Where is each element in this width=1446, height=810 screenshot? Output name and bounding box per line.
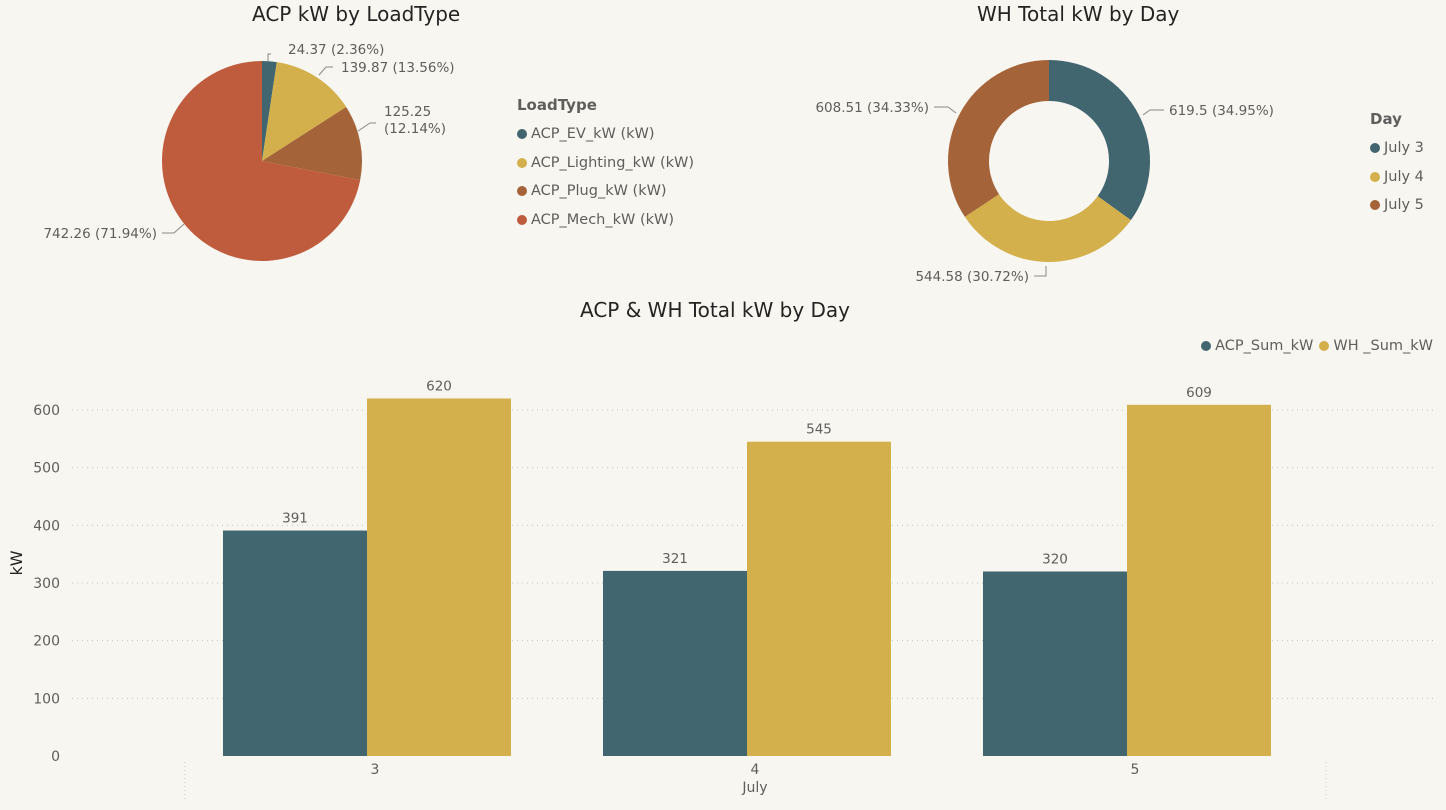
donut-leader-line <box>934 106 957 114</box>
y-tick-label: 200 <box>33 634 60 650</box>
pie-leader-line <box>162 223 185 234</box>
pie-slice-acp-lighting-kw-kw[interactable] <box>262 62 347 162</box>
donut-slice-july-3[interactable] <box>1049 60 1150 221</box>
bar-legend-swatch <box>1201 341 1212 351</box>
bar-legend-label: ACP_Sum_kW <box>1215 338 1314 354</box>
pie-legend-swatch <box>517 157 527 168</box>
donut-legend-swatch <box>1370 171 1380 182</box>
bar-acp-sum-kw-5[interactable] <box>983 571 1127 756</box>
bar-legend-label: WH _Sum_kW <box>1333 338 1433 354</box>
bar-data-label: 620 <box>426 378 452 394</box>
pie-slice-acp-mech-kw-kw[interactable] <box>162 61 361 261</box>
bar-acp-sum-kw-4[interactable] <box>603 570 747 756</box>
y-tick-label: 400 <box>33 518 60 534</box>
pie-legend: LoadType ACP_EV_kW (kW) ACP_Lighting_kW (… <box>517 96 694 234</box>
pie-legend-label: ACP_Mech_kW (kW) <box>531 211 675 228</box>
bar-legend-item-acp-sum-kw[interactable]: ACP_Sum_kW <box>1201 337 1313 355</box>
donut-legend-title: Day <box>1370 110 1402 128</box>
pie-leader-line <box>318 66 333 76</box>
donut-legend: Day July 3 July 4 July 5 <box>1370 110 1424 220</box>
pie-data-label: 24.37 (2.36%) <box>288 42 384 58</box>
pie-legend-label: ACP_EV_kW (kW) <box>531 126 655 143</box>
bar-data-label: 391 <box>282 511 308 527</box>
donut-legend-item-july-4[interactable]: July 4 <box>1370 163 1424 192</box>
bar-legend-swatch <box>1319 341 1330 351</box>
pie-data-label: 139.87 (13.56%) <box>341 60 455 76</box>
x-tick-label: 5 <box>1131 762 1140 778</box>
bar-legend-item-wh-sum-kw[interactable]: WH _Sum_kW <box>1319 337 1433 355</box>
x-tick-label: 4 <box>751 762 760 778</box>
pie-legend-title: LoadType <box>517 96 597 114</box>
x-group-label: July <box>741 780 767 796</box>
y-tick-label: 500 <box>33 461 60 477</box>
pie-leader-line <box>267 53 271 62</box>
bar-data-label: 545 <box>806 422 832 438</box>
pie-data-label: 125.25 (12.14%) <box>384 104 446 137</box>
donut-legend-label: July 3 <box>1384 140 1424 157</box>
bar-wh-sum-kw-3[interactable] <box>367 398 511 756</box>
bar-data-label: 321 <box>662 551 688 567</box>
donut-data-label: 544.58 (30.72%) <box>915 269 1029 285</box>
donut-legend-swatch <box>1370 200 1380 211</box>
pie-legend-item-acp-plug-kw-kw[interactable]: ACP_Plug_kW (kW) <box>517 177 694 206</box>
y-axis-title: kW <box>7 550 26 575</box>
donut-legend-swatch <box>1370 143 1380 154</box>
y-tick-label: 300 <box>33 576 60 592</box>
bar-legend: ACP_Sum_kW WH _Sum_kW <box>1195 337 1433 355</box>
pie-legend-swatch <box>517 214 527 225</box>
donut-legend-items: July 3 July 4 July 5 <box>1370 134 1424 220</box>
donut-leader-line <box>1034 266 1047 277</box>
pie-legend-label: ACP_Lighting_kW (kW) <box>531 154 695 171</box>
bar-wh-sum-kw-5[interactable] <box>1127 404 1271 756</box>
pie-legend-items: ACP_EV_kW (kW) ACP_Lighting_kW (kW) ACP_Pl… <box>517 120 694 234</box>
pie-legend-label: ACP_Plug_kW (kW) <box>531 183 667 200</box>
pie-legend-item-acp-lighting-kw-kw[interactable]: ACP_Lighting_kW (kW) <box>517 149 694 178</box>
bar-data-label: 609 <box>1186 385 1212 401</box>
pie-slice-acp-ev-kw-kw[interactable] <box>262 61 277 161</box>
pie-legend-swatch <box>517 129 527 140</box>
pie-data-label: 742.26 (71.94%) <box>43 226 157 242</box>
donut-legend-label: July 5 <box>1384 197 1424 214</box>
donut-chart-title: WH Total kW by Day <box>977 2 1180 26</box>
x-tick-label: 3 <box>371 762 380 778</box>
pie-slice-acp-plug-kw-kw[interactable] <box>262 106 362 181</box>
donut-leader-line <box>1142 109 1164 116</box>
y-tick-label: 0 <box>51 749 60 765</box>
donut-slice-july-5[interactable] <box>948 60 1049 217</box>
bar-wh-sum-kw-4[interactable] <box>747 441 891 756</box>
donut-legend-item-july-5[interactable]: July 5 <box>1370 191 1424 220</box>
pie-leader-line <box>357 122 376 132</box>
y-tick-label: 600 <box>33 403 60 419</box>
pie-legend-item-acp-mech-kw-kw[interactable]: ACP_Mech_kW (kW) <box>517 206 694 235</box>
bar-acp-sum-kw-3[interactable] <box>223 530 367 756</box>
donut-slice-july-4[interactable] <box>964 194 1131 262</box>
y-tick-label: 100 <box>33 691 60 707</box>
pie-legend-swatch <box>517 186 527 197</box>
donut-data-label: 619.5 (34.95%) <box>1169 103 1274 119</box>
pie-chart-title: ACP kW by LoadType <box>252 2 461 26</box>
bar-chart-title: ACP & WH Total kW by Day <box>580 298 850 322</box>
donut-legend-item-july-3[interactable]: July 3 <box>1370 134 1424 163</box>
donut-data-label: 608.51 (34.33%) <box>815 100 929 116</box>
pie-legend-item-acp-ev-kw-kw[interactable]: ACP_EV_kW (kW) <box>517 120 694 149</box>
bar-data-label: 320 <box>1042 551 1068 567</box>
donut-legend-label: July 4 <box>1384 168 1424 185</box>
